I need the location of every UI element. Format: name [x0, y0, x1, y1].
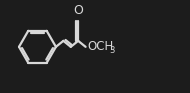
- Text: 3: 3: [109, 46, 115, 55]
- Text: O: O: [73, 4, 83, 17]
- Text: OCH: OCH: [88, 40, 114, 53]
